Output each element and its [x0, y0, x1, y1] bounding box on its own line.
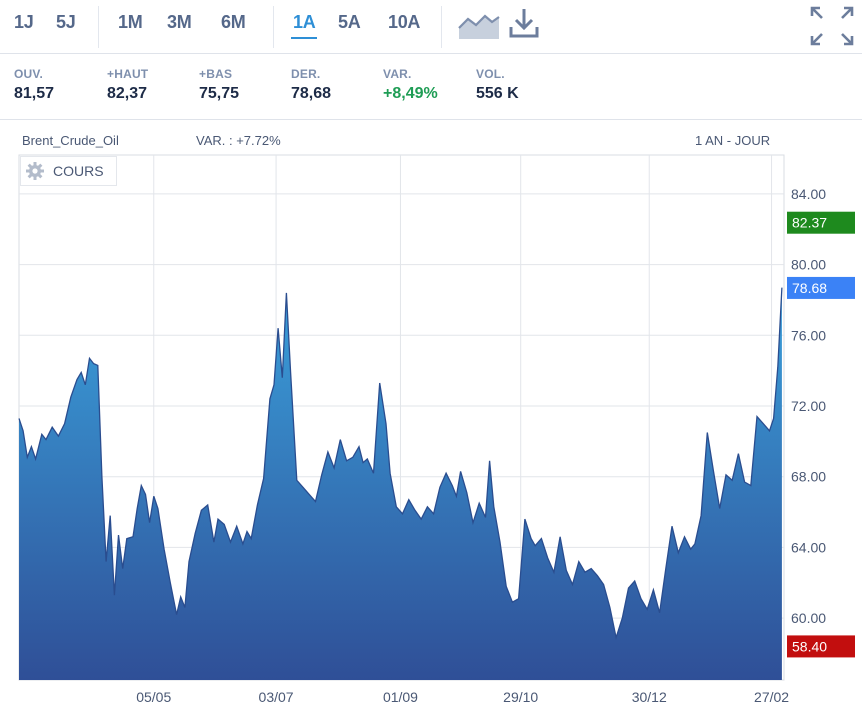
- y-tick-label: 64.00: [791, 539, 826, 555]
- stat-last-value: 78,68: [291, 85, 332, 102]
- quote-stats: OUV. 81,57 +HAUT 82,37 +BAS 75,75 DER. 7…: [0, 55, 862, 120]
- fullscreen-icon[interactable]: [810, 6, 854, 46]
- period-10a-button[interactable]: 10A: [388, 12, 421, 32]
- stat-high-value: 82,37: [107, 85, 148, 102]
- x-tick-label: 05/05: [136, 689, 171, 705]
- stat-high-label: +HAUT: [107, 67, 149, 81]
- gear-icon[interactable]: [25, 161, 45, 181]
- period-3m-button[interactable]: 3M: [167, 12, 192, 32]
- period-1j-button[interactable]: 1J: [14, 12, 34, 32]
- low-price-label: 58.40: [792, 638, 827, 654]
- stat-volume-label: VOL.: [476, 67, 505, 81]
- stat-variation-label: VAR.: [383, 67, 412, 81]
- x-tick-label: 29/10: [503, 689, 538, 705]
- y-tick-label: 72.00: [791, 398, 826, 414]
- price-area: [19, 287, 782, 680]
- x-tick-label: 01/09: [383, 689, 418, 705]
- stat-open-value: 81,57: [14, 85, 55, 102]
- toolbar-divider: [441, 6, 442, 48]
- stat-volume-value: 556 K: [476, 85, 519, 102]
- x-tick-label: 30/12: [632, 689, 667, 705]
- period-1a-button[interactable]: 1A: [290, 12, 318, 39]
- y-tick-label: 84.00: [791, 186, 826, 202]
- y-tick-label: 68.00: [791, 469, 826, 485]
- chart-range: 1 AN - JOUR: [695, 133, 771, 148]
- x-tick-label: 03/07: [259, 689, 294, 705]
- stat-last: DER. 78,68: [291, 67, 331, 103]
- stat-open-label: OUV.: [14, 67, 44, 81]
- download-icon[interactable]: [508, 7, 540, 39]
- y-tick-label: 76.00: [791, 327, 826, 343]
- price-line: [18, 287, 783, 641]
- low-price-badge: [787, 635, 855, 658]
- period-toolbar: 1J 5J 1M 3M 6M 1A 5A 10A: [0, 0, 862, 54]
- period-5j-button[interactable]: 5J: [56, 12, 76, 32]
- y-tick-label: 60.00: [791, 610, 826, 626]
- high-price-badge: [787, 211, 855, 234]
- stat-low-label: +BAS: [199, 67, 233, 81]
- stat-variation: VAR. +8,49%: [383, 67, 438, 103]
- stat-last-label: DER.: [291, 67, 321, 81]
- last-price-badge: [787, 276, 855, 299]
- period-1m-button[interactable]: 1M: [118, 12, 143, 32]
- period-6m-button[interactable]: 6M: [221, 12, 246, 32]
- stat-low-value: 75,75: [199, 85, 240, 102]
- area-chart-icon[interactable]: [458, 10, 500, 40]
- stat-high: +HAUT 82,37: [107, 67, 148, 103]
- toolbar-divider: [98, 6, 99, 48]
- y-tick-label: 80.00: [791, 257, 826, 273]
- stat-variation-value: +8,49%: [383, 85, 438, 102]
- stat-volume: VOL. 556 K: [476, 67, 519, 103]
- stat-low: +BAS 75,75: [199, 67, 239, 103]
- series-legend[interactable]: COURS: [20, 156, 117, 186]
- chart-variation: VAR. : +7.72%: [196, 133, 281, 148]
- legend-label: COURS: [53, 163, 104, 179]
- stat-open: OUV. 81,57: [14, 67, 54, 103]
- high-price-label: 82.37: [792, 215, 827, 231]
- instrument-name: Brent_Crude_Oil: [22, 133, 119, 148]
- x-tick-label: 27/02: [754, 689, 789, 705]
- last-price-label: 78.68: [792, 280, 827, 296]
- period-5a-button[interactable]: 5A: [338, 12, 361, 32]
- toolbar-divider: [273, 6, 274, 48]
